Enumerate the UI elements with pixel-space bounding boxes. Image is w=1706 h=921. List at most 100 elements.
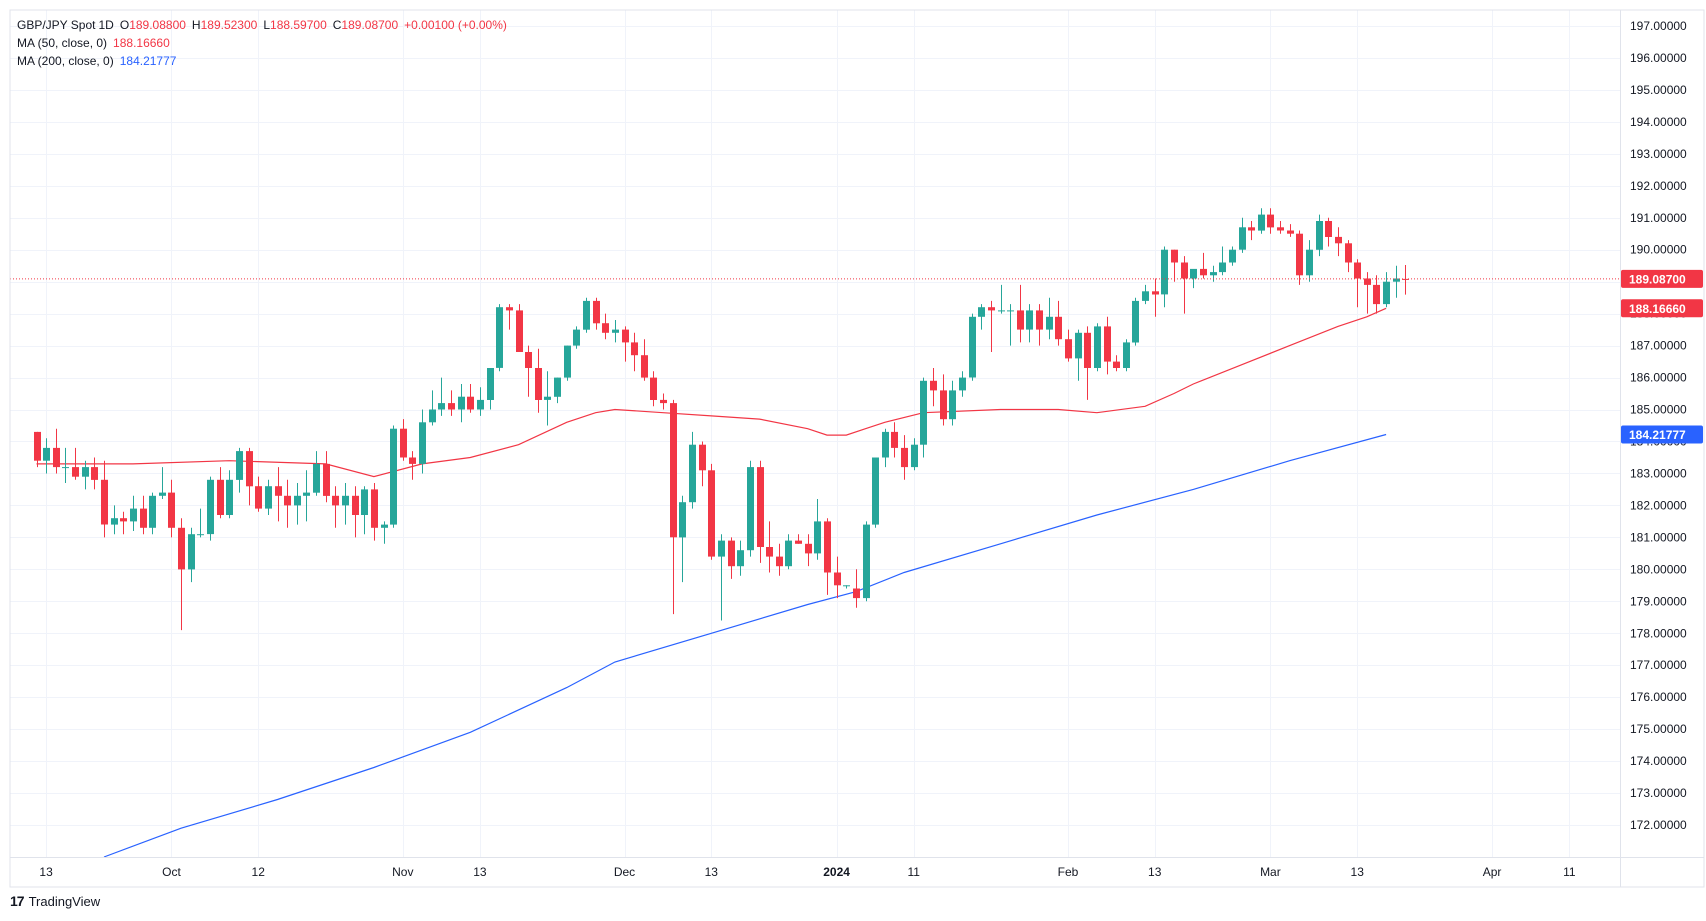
price-tick-label: 191.00000	[1630, 211, 1687, 225]
candle	[506, 304, 513, 330]
candle	[487, 368, 494, 410]
price-tick-label: 192.00000	[1630, 179, 1687, 193]
price-tag: 188.16660	[1621, 299, 1703, 318]
candle-body	[747, 467, 754, 551]
candle-body	[670, 403, 677, 538]
price-tick-label: 196.00000	[1630, 51, 1687, 65]
candle-body	[1142, 291, 1149, 301]
candle	[381, 521, 388, 544]
candle	[978, 304, 985, 330]
candle	[236, 447, 243, 493]
candle	[525, 345, 532, 397]
candle-body	[1152, 291, 1159, 295]
time-scale[interactable]: 13 Oct 12 Nov 13 Dec 13 2024 11 Feb 13 Mar 13 Apr 11	[39, 865, 1575, 879]
candle-body	[1239, 227, 1246, 250]
candle	[1287, 224, 1294, 237]
candle-body	[1210, 272, 1217, 276]
candle-body	[448, 403, 455, 410]
candle	[1055, 300, 1062, 346]
candle-body	[631, 342, 638, 356]
candle	[1325, 217, 1332, 247]
candle-body	[255, 486, 262, 509]
candle	[265, 479, 272, 515]
candle	[593, 297, 600, 330]
candle-body	[612, 329, 619, 333]
price-tick-label: 173.00000	[1630, 786, 1687, 800]
candle-body	[1277, 227, 1284, 231]
candle	[275, 467, 282, 522]
candle-body	[920, 380, 927, 445]
candle	[419, 409, 426, 474]
tradingview-brand[interactable]: 17 TradingView	[10, 893, 100, 909]
candle-body	[207, 479, 214, 535]
candle	[342, 483, 349, 525]
candle-body	[814, 521, 821, 554]
price-tick-label: 180.00000	[1630, 562, 1687, 576]
candle-body	[1094, 326, 1101, 368]
time-tick-label: 2024	[823, 865, 850, 879]
candle-body	[776, 556, 783, 567]
candle-body	[371, 489, 378, 528]
candle	[1335, 227, 1342, 257]
candle-body	[1287, 230, 1294, 234]
candle-body	[111, 518, 118, 525]
candle-body	[930, 380, 937, 391]
candle	[1094, 323, 1101, 372]
candle-body	[795, 540, 802, 544]
candle-body	[197, 534, 204, 536]
candle-body	[303, 492, 310, 496]
candle-body	[959, 377, 966, 391]
candle	[650, 371, 657, 407]
candle-body	[159, 492, 166, 496]
candle	[776, 543, 783, 576]
candle	[438, 377, 445, 416]
candle-body	[679, 502, 686, 538]
legend-ma50-value: 188.16660	[113, 36, 170, 50]
candle-body	[438, 403, 445, 410]
legend-symbol[interactable]: GBP/JPY Spot	[17, 18, 96, 32]
candle-body	[728, 540, 735, 567]
candle	[101, 460, 108, 538]
candle	[863, 521, 870, 602]
price-tag-bg	[1621, 299, 1703, 318]
candle	[303, 470, 310, 522]
legend-ma50-row[interactable]: MA (50, close, 0) 188.16660	[17, 34, 513, 52]
price-tag: 189.08700	[1621, 269, 1703, 288]
price-tick-label: 195.00000	[1630, 83, 1687, 97]
candle-body	[564, 345, 571, 378]
legend-open: 189.08800	[129, 18, 186, 32]
price-tick-label: 197.00000	[1630, 19, 1687, 33]
candle-body	[1123, 342, 1130, 368]
candle	[747, 460, 754, 557]
candle	[1161, 246, 1168, 308]
candle	[313, 451, 320, 496]
candle	[728, 537, 735, 579]
candle-body	[43, 447, 50, 461]
legend-interval[interactable]: 1D	[98, 18, 114, 32]
candle-body	[265, 486, 272, 509]
time-tick-label: 13	[705, 865, 719, 879]
candle	[159, 467, 166, 499]
candle-body	[1036, 310, 1043, 330]
candle	[1036, 304, 1043, 346]
candle	[689, 431, 696, 509]
legend-ma200-row[interactable]: MA (200, close, 0) 184.21777	[17, 52, 513, 70]
candle-body	[622, 329, 629, 343]
candle	[901, 435, 908, 480]
candle	[834, 556, 841, 599]
candle	[622, 326, 629, 362]
candle-body	[487, 368, 494, 400]
candle-body	[477, 399, 484, 410]
price-tick-label: 178.00000	[1630, 626, 1687, 640]
tradingview-logo-icon: 17	[10, 893, 25, 909]
candle	[400, 419, 407, 461]
candle	[554, 377, 561, 404]
candle-body	[882, 431, 889, 458]
candle-body	[275, 486, 282, 496]
candle-body	[544, 396, 551, 400]
candle	[477, 387, 484, 416]
candle	[708, 463, 715, 560]
candle-body	[1084, 332, 1091, 368]
candle	[911, 438, 918, 471]
